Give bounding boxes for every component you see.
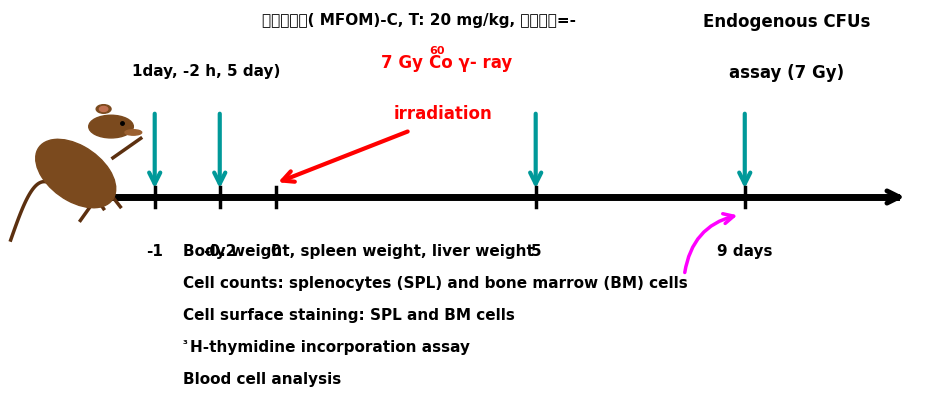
Ellipse shape bbox=[96, 105, 111, 113]
Text: Endogenous CFUs: Endogenous CFUs bbox=[703, 13, 870, 31]
Text: 9 days: 9 days bbox=[717, 244, 773, 259]
Text: 1day, -2 h, 5 day): 1day, -2 h, 5 day) bbox=[131, 64, 280, 79]
Text: H-thymidine incorporation assay: H-thymidine incorporation assay bbox=[190, 340, 470, 355]
Text: Co γ- ray: Co γ- ray bbox=[429, 54, 512, 72]
Text: -1: -1 bbox=[146, 244, 163, 259]
Text: 0: 0 bbox=[270, 244, 281, 259]
Text: Cell surface staining: SPL and BM cells: Cell surface staining: SPL and BM cells bbox=[183, 308, 514, 323]
Text: Cell counts: splenocytes (SPL) and bone marrow (BM) cells: Cell counts: splenocytes (SPL) and bone … bbox=[183, 276, 687, 291]
Ellipse shape bbox=[35, 139, 116, 208]
Text: Body weight, spleen weight, liver weight: Body weight, spleen weight, liver weight bbox=[183, 244, 533, 259]
Ellipse shape bbox=[125, 130, 142, 135]
Text: -0.2: -0.2 bbox=[203, 244, 237, 259]
Text: 5: 5 bbox=[530, 244, 541, 259]
Text: assay (7 Gy): assay (7 Gy) bbox=[729, 64, 844, 82]
Ellipse shape bbox=[89, 115, 133, 138]
Text: 복합조성물( MFOM)-C, T: 20 mg/kg, 경구투여=-: 복합조성물( MFOM)-C, T: 20 mg/kg, 경구투여=- bbox=[262, 13, 576, 28]
Ellipse shape bbox=[100, 106, 108, 112]
Text: Blood cell analysis: Blood cell analysis bbox=[183, 372, 341, 387]
Text: irradiation: irradiation bbox=[393, 105, 492, 123]
Text: 60: 60 bbox=[429, 46, 445, 56]
Text: 7 Gy: 7 Gy bbox=[381, 54, 429, 72]
Text: ³: ³ bbox=[183, 340, 187, 350]
